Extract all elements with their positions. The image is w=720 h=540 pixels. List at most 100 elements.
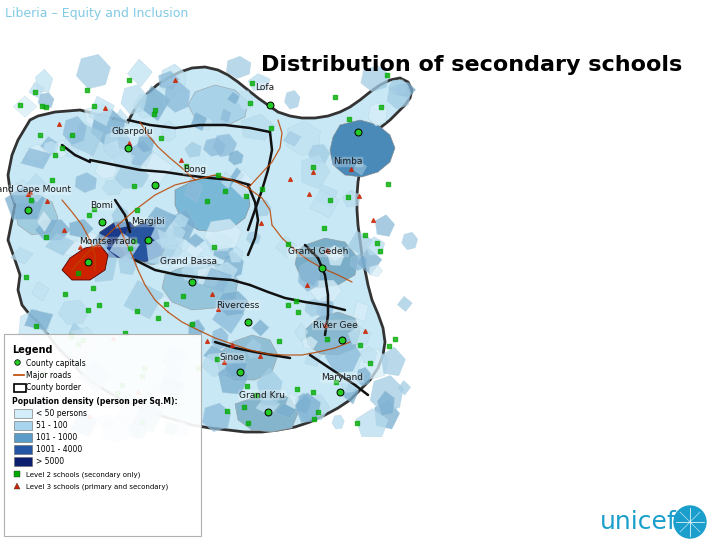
Bar [14,421,32,430]
Polygon shape [204,219,242,250]
Point [220,186,231,195]
Polygon shape [158,71,179,90]
Point [201,336,212,345]
Polygon shape [92,234,109,251]
Point [77,336,89,345]
Polygon shape [305,352,321,367]
Polygon shape [137,152,174,186]
Polygon shape [75,172,96,193]
Polygon shape [156,217,170,232]
Polygon shape [254,200,271,216]
Text: Sinoe: Sinoe [220,354,245,362]
Point [202,196,213,205]
Point [251,391,262,400]
Polygon shape [63,116,86,145]
Polygon shape [133,93,162,117]
Point [72,269,84,278]
Polygon shape [189,320,205,339]
Polygon shape [186,234,204,247]
Polygon shape [228,150,243,165]
Polygon shape [252,320,269,336]
Polygon shape [202,268,232,293]
Polygon shape [359,349,389,380]
Polygon shape [221,172,233,189]
Polygon shape [9,180,35,203]
Polygon shape [275,403,297,418]
Polygon shape [204,345,225,363]
Polygon shape [215,335,278,380]
Polygon shape [35,220,71,240]
Text: Liberia – Equity and Inclusion: Liberia – Equity and Inclusion [5,7,188,20]
Polygon shape [402,232,418,250]
Polygon shape [96,222,140,258]
Point [131,307,143,315]
Point [254,352,266,360]
Polygon shape [17,356,29,367]
Point [87,284,99,292]
Bar [14,384,26,392]
Polygon shape [102,417,130,443]
Point [124,244,135,253]
Point [319,224,330,232]
Polygon shape [287,122,320,156]
Point [193,363,204,372]
Polygon shape [211,327,228,350]
Point [59,290,71,299]
Polygon shape [295,238,358,288]
Text: Major roads: Major roads [26,371,71,380]
Polygon shape [328,251,344,266]
Polygon shape [175,175,250,232]
Point [211,354,222,363]
Text: Grand Cape Mount: Grand Cape Mount [0,186,71,194]
Polygon shape [215,261,238,280]
Polygon shape [127,59,153,87]
Text: 101 - 1000: 101 - 1000 [36,433,77,442]
Text: > 5000: > 5000 [36,457,64,466]
Polygon shape [226,56,251,79]
Polygon shape [364,237,384,255]
Point [72,340,84,348]
Polygon shape [305,299,322,317]
Polygon shape [151,221,186,247]
Polygon shape [203,138,225,157]
Bar [14,457,32,466]
Point [56,144,68,152]
Point [209,242,220,251]
Point [89,204,100,213]
Polygon shape [37,211,51,232]
Polygon shape [137,134,155,153]
Polygon shape [229,246,243,262]
Polygon shape [310,190,339,218]
Point [177,292,189,300]
Point [116,380,127,389]
Point [46,176,58,184]
Polygon shape [308,145,330,164]
Point [30,322,42,330]
Polygon shape [238,91,253,110]
Polygon shape [171,213,189,227]
Point [207,290,218,299]
Polygon shape [276,237,297,258]
Polygon shape [295,393,320,423]
Point [40,102,52,111]
Text: Gbarpolu: Gbarpolu [111,127,153,137]
Text: Rivercess: Rivercess [217,300,260,309]
Point [111,389,122,397]
Point [330,378,342,387]
Polygon shape [35,69,53,92]
Polygon shape [343,383,359,404]
Point [212,171,224,180]
Polygon shape [368,102,387,126]
Polygon shape [146,237,183,266]
Text: Nimba: Nimba [333,158,363,166]
Polygon shape [89,245,117,282]
Polygon shape [316,185,338,208]
Polygon shape [220,109,231,123]
Polygon shape [38,92,54,109]
Point [321,335,333,343]
Text: Distribution of secondary schools: Distribution of secondary schools [261,55,683,75]
Polygon shape [29,82,45,98]
Point [354,192,365,200]
Polygon shape [305,312,360,355]
Text: Margibi: Margibi [131,218,165,226]
